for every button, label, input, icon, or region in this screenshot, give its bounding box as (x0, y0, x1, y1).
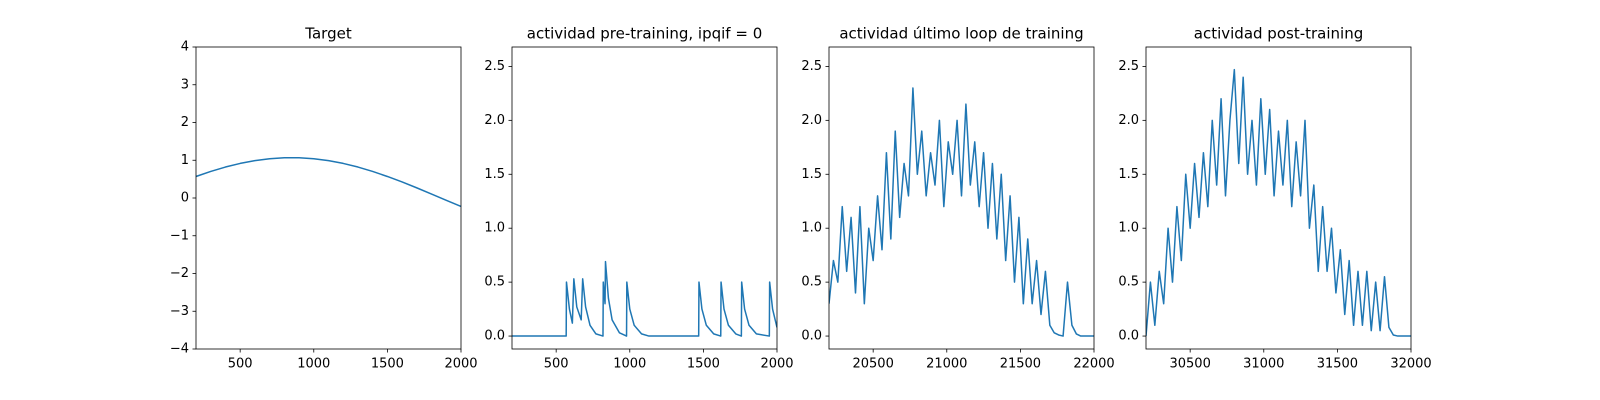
data-line (196, 156, 461, 208)
data-line (1146, 68, 1411, 337)
x-tick-label: 500 (228, 357, 253, 372)
y-tick-label: −3 (170, 304, 189, 319)
y-tick-label: 2.0 (801, 113, 822, 128)
data-line (512, 260, 777, 337)
subplot-title: actividad post-training (1194, 25, 1363, 43)
y-tick-label: 2 (181, 115, 189, 130)
y-tick-label: 1.0 (1118, 221, 1139, 236)
x-tick-label: 1000 (297, 357, 330, 372)
x-tick-label: 2000 (444, 357, 477, 372)
subplot-title: Target (304, 25, 352, 43)
y-tick-label: 1.5 (801, 167, 822, 182)
x-tick-label: 1000 (613, 357, 646, 372)
y-tick-label: 2.5 (801, 59, 822, 74)
x-tick-label: 500 (544, 357, 569, 372)
y-tick-label: 0.5 (801, 275, 822, 290)
axes-frame (1145, 46, 1412, 350)
y-tick-label: 0.0 (484, 329, 505, 344)
y-tick-label: 2.5 (1118, 59, 1139, 74)
subplot-title: actividad pre-training, ipqif = 0 (527, 25, 763, 43)
x-tick-label: 22000 (1073, 357, 1114, 372)
x-tick-label: 2000 (760, 357, 793, 372)
x-tick-label: 1500 (687, 357, 720, 372)
y-tick-label: 2.0 (484, 113, 505, 128)
axes-frame (828, 46, 1095, 350)
x-tick-label: 20500 (852, 357, 893, 372)
x-tick-label: 31500 (1317, 357, 1358, 372)
y-tick-label: 0.5 (1118, 275, 1139, 290)
x-tick-label: 21500 (1000, 357, 1041, 372)
y-tick-label: 0.0 (801, 329, 822, 344)
y-tick-label: 1.0 (801, 221, 822, 236)
y-tick-label: 2.0 (1118, 113, 1139, 128)
y-tick-label: 4 (181, 40, 189, 55)
y-tick-label: 1.5 (1118, 167, 1139, 182)
y-tick-label: −1 (170, 228, 189, 243)
y-tick-label: 1 (181, 153, 189, 168)
subplot-title: actividad último loop de training (839, 25, 1083, 43)
x-tick-label: 32000 (1390, 357, 1431, 372)
x-tick-label: 21000 (926, 357, 967, 372)
y-tick-label: 0.0 (1118, 329, 1139, 344)
x-tick-label: 30500 (1169, 357, 1210, 372)
axes-frame (511, 46, 778, 350)
y-tick-label: 0.5 (484, 275, 505, 290)
y-tick-label: 3 (181, 77, 189, 92)
axes-frame (195, 46, 462, 350)
y-tick-label: 1.5 (484, 167, 505, 182)
data-line (829, 87, 1094, 337)
y-tick-label: 0 (181, 191, 189, 206)
x-tick-label: 31000 (1243, 357, 1284, 372)
y-tick-label: 2.5 (484, 59, 505, 74)
y-tick-label: −4 (170, 342, 189, 357)
y-tick-label: −2 (170, 266, 189, 281)
y-tick-label: 1.0 (484, 221, 505, 236)
x-tick-label: 1500 (371, 357, 404, 372)
